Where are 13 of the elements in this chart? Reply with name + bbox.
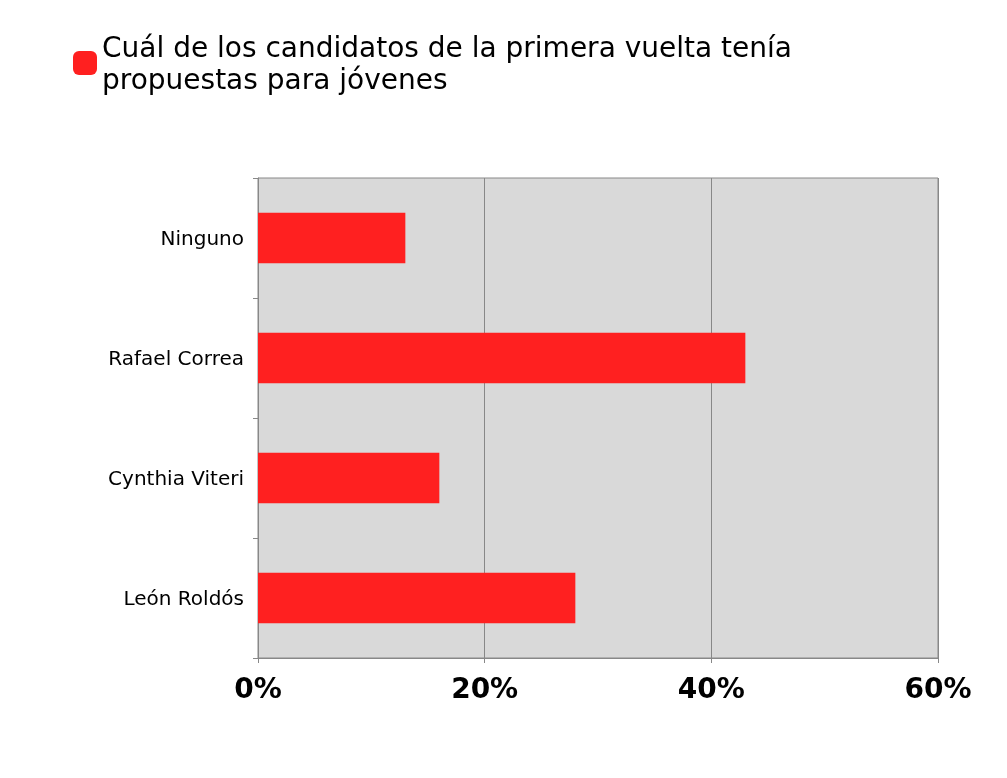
bar — [258, 572, 576, 624]
y-tick-label: León Roldós — [123, 586, 244, 610]
y-tick-label: Rafael Correa — [108, 346, 244, 370]
x-tick-label: 0% — [234, 671, 282, 705]
x-tick-label: 20% — [451, 671, 519, 705]
legend-label: Cuál de los candidatos de la primera vuelta tenía propuestas para jóvenes — [102, 30, 801, 96]
bar — [258, 212, 406, 264]
x-tick-label: 60% — [904, 671, 972, 705]
x-tick-label: 40% — [677, 671, 745, 705]
bar — [258, 332, 746, 384]
bar — [258, 452, 440, 504]
y-tick-label: Ninguno — [160, 226, 244, 250]
y-tick-label: Cynthia Viteri — [108, 466, 244, 490]
